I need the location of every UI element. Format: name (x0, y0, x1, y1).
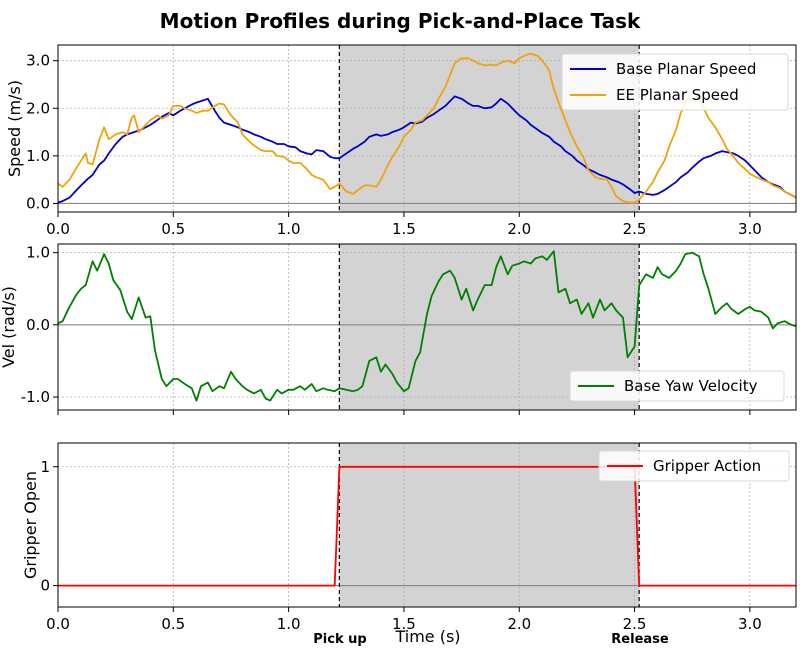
y-tick-label: 3.0 (26, 52, 50, 70)
legend-box (561, 53, 789, 111)
y-tick-label: 1.0 (26, 147, 50, 165)
x-tick-label: 3.0 (738, 615, 762, 633)
legend-label: Base Planar Speed (616, 60, 756, 78)
legend-label: Gripper Action (653, 457, 761, 475)
x-tick-label: 0.0 (46, 615, 70, 633)
axes-frame (57, 442, 797, 608)
series-line-base-planar-speed (57, 95, 797, 204)
legend-label: Base Yaw Velocity (624, 377, 758, 395)
series-line-gripper-action (58, 465, 796, 587)
x-tick-label: 0.5 (161, 615, 185, 633)
subplot-3: 0 1 0.0 0.5 1.0 1.5 2.0 2.5 3.0 Gripper Open Gripp… (21, 442, 797, 633)
axes-frame (57, 243, 797, 411)
legend-box (569, 370, 785, 402)
x-tick-label: 2.5 (623, 615, 647, 633)
y-axis-label: Vel (rad/s) (0, 286, 18, 368)
x-tick-label: 1.0 (277, 220, 301, 238)
y-axis-label: Gripper Open (21, 471, 40, 579)
x-tick-label: 3.0 (738, 220, 762, 238)
y-tick-label: 0 (40, 577, 50, 595)
event-label-pick-up: Pick up (313, 632, 366, 647)
y-tick-label: -1.0 (21, 388, 50, 406)
series-line-base-yaw-velocity (57, 250, 797, 402)
series-line-ee-planar-speed (57, 52, 797, 204)
x-tick-label: 1.5 (392, 615, 416, 633)
legend: Base Yaw Velocity (569, 370, 785, 402)
y-tick-label: 1.0 (26, 244, 50, 262)
x-tick-label: 2.5 (623, 220, 647, 238)
figure-title: Motion Profiles during Pick-and-Place Ta… (160, 9, 641, 33)
x-tick-label: 0.0 (46, 220, 70, 238)
x-axis-label: Time (s) (394, 627, 460, 646)
y-tick-label: 2.0 (26, 99, 50, 117)
x-tick-label: 2.0 (507, 615, 531, 633)
y-tick-label: 0.0 (26, 194, 50, 212)
x-tick-label: 1.5 (392, 220, 416, 238)
x-tick-label: 2.0 (507, 220, 531, 238)
y-axis-label: Speed (m/s) (5, 80, 24, 177)
x-tick-label: 1.0 (277, 615, 301, 633)
subplot-2: -1.0 0.0 1.0 Vel (rad/s) Base Yaw Velocity (0, 243, 797, 415)
legend: Gripper Action (598, 450, 790, 482)
axes-frame (57, 44, 797, 213)
legend-label: EE Planar Speed (616, 86, 739, 104)
legend: Base Planar Speed EE Planar Speed (561, 53, 789, 111)
event-label-release: Release (611, 632, 669, 647)
grasp-phase-shading (339, 443, 640, 607)
x-tick-label: 0.5 (161, 220, 185, 238)
y-tick-label: 1 (40, 458, 50, 476)
y-tick-label: 0.0 (26, 316, 50, 334)
legend-box (598, 450, 790, 482)
